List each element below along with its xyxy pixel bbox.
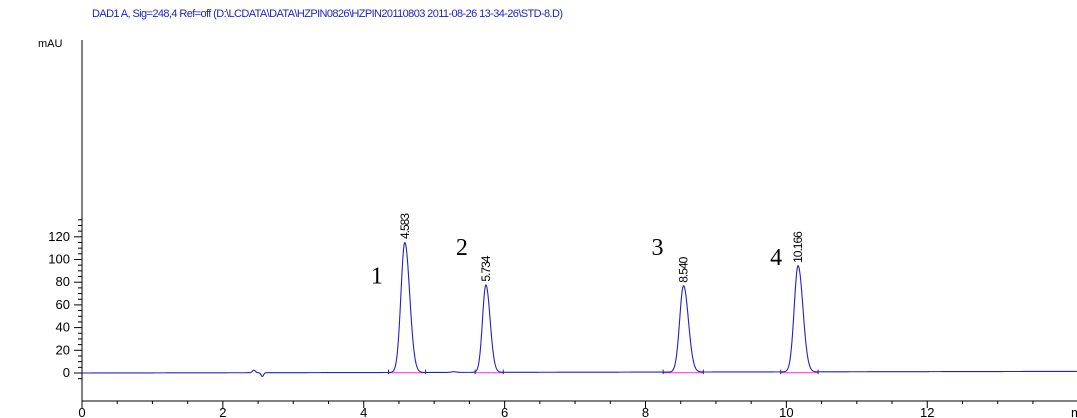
peak-rt-label: 4.583 xyxy=(398,213,412,239)
x-tick-label: 6 xyxy=(501,405,508,418)
peak-labels: 4.583 1 5.734 2 8.540 3 10.166 4 xyxy=(371,213,805,290)
peak-number-label: 3 xyxy=(652,235,664,261)
peak-number-label: 4 xyxy=(770,245,782,271)
x-tick-label: 4 xyxy=(360,405,367,418)
peak-rt-label: 8.540 xyxy=(677,256,691,282)
x-tick-label: 2 xyxy=(219,405,226,418)
x-tick-label: 10 xyxy=(779,405,793,418)
y-tick-label: 100 xyxy=(48,252,70,267)
peak-rt-label: 10.166 xyxy=(791,231,805,263)
y-tick-label: 80 xyxy=(56,274,70,289)
y-tick-label: 20 xyxy=(56,342,70,357)
y-tick-label: 0 xyxy=(63,365,70,380)
peak-number-label: 1 xyxy=(371,263,383,289)
x-tick-label: 8 xyxy=(642,405,649,418)
peak-rt-label: 5.734 xyxy=(479,255,493,281)
y-tick-label: 40 xyxy=(56,320,70,335)
chart-title: DAD1 A, Sig=248,4 Ref=off (D:\LCDATA\DAT… xyxy=(92,8,563,20)
y-axis-label: mAU xyxy=(38,38,63,50)
signal-trace xyxy=(82,241,1077,378)
x-tick-label: 0 xyxy=(78,405,85,418)
peak-number-label: 2 xyxy=(456,235,468,261)
y-tick-label: 60 xyxy=(56,297,70,312)
x-tick-label: 12 xyxy=(920,405,934,418)
y-tick-label: 120 xyxy=(48,229,70,244)
x-axis-label: m xyxy=(1071,405,1077,418)
